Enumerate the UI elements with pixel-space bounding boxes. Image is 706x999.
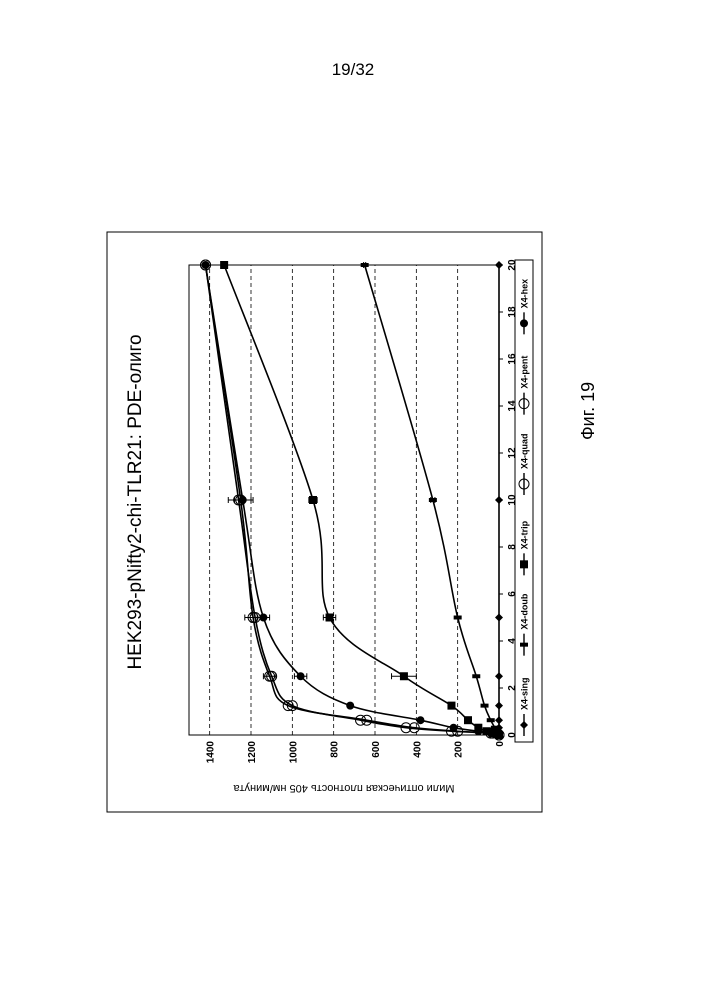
- data-point-x4-doub: [487, 718, 495, 722]
- y-tick-label: 0: [495, 741, 506, 747]
- data-point-x4-doub: [472, 674, 480, 678]
- chart-title: HEK293-pNifty2-chi-TLR21: PDE-олиго: [125, 334, 146, 669]
- y-tick-label: 800: [330, 741, 341, 758]
- data-point-x4-sing: [495, 672, 503, 680]
- data-point-x4-doub: [481, 704, 489, 708]
- data-point-x4-sing: [495, 716, 503, 724]
- data-point-x4-hex: [297, 672, 305, 680]
- legend-label-x4-quad: X4-quad: [520, 433, 530, 469]
- data-point-x4-trip: [309, 496, 317, 504]
- chart-rotated-group: HEK293-pNifty2-chi-TLR21: PDE-олиго 0 200 4…: [107, 232, 542, 812]
- data-point-x4-sing: [495, 496, 503, 504]
- data-point-x4-hex: [346, 702, 354, 710]
- data-point-x4-sing: [495, 702, 503, 710]
- data-point-x4-doub: [361, 263, 369, 267]
- legend-label-x4-hex: X4-hex: [520, 279, 530, 309]
- legend-marker-x4-hex: [520, 319, 528, 327]
- y-tick-label: 200: [454, 741, 465, 758]
- data-point-x4-hex: [491, 729, 499, 737]
- data-point-x4-trip: [326, 614, 334, 622]
- figure-caption: Фиг. 19: [578, 280, 602, 440]
- data-point-x4-hex: [259, 614, 267, 622]
- legend-label-x4-doub: X4-doub: [520, 593, 530, 629]
- y-tick-label: 1000: [288, 741, 299, 764]
- data-point-x4-doub: [429, 498, 437, 502]
- data-point-x4-hex: [239, 496, 247, 504]
- y-tick-label: 1200: [247, 741, 258, 764]
- y-tick-label: 600: [371, 741, 382, 758]
- legend-label-x4-trip: X4-trip: [520, 520, 530, 549]
- legend-marker-x4-trip: [520, 560, 528, 568]
- legend-label-x4-pent: X4-pent: [520, 356, 530, 389]
- data-point-x4-sing: [495, 261, 503, 269]
- data-point-x4-hex: [474, 727, 482, 735]
- data-point-x4-hex: [202, 261, 210, 269]
- legend-label-x4-sing: X4-sing: [520, 677, 530, 710]
- data-point-x4-trip: [220, 261, 228, 269]
- legend-marker-x4-doub: [520, 643, 528, 647]
- data-point-x4-hex: [450, 724, 458, 732]
- data-point-x4-doub: [454, 616, 462, 620]
- data-point-x4-trip: [400, 672, 408, 680]
- data-point-x4-trip: [464, 716, 472, 724]
- y-axis-label: Мили оптическая плотность 405 нм/минута: [233, 782, 455, 794]
- y-tick-label: 1400: [206, 741, 217, 764]
- data-point-x4-sing: [495, 614, 503, 622]
- y-tick-label: 400: [412, 741, 423, 758]
- data-point-x4-hex: [416, 716, 424, 724]
- data-point-x4-trip: [447, 702, 455, 710]
